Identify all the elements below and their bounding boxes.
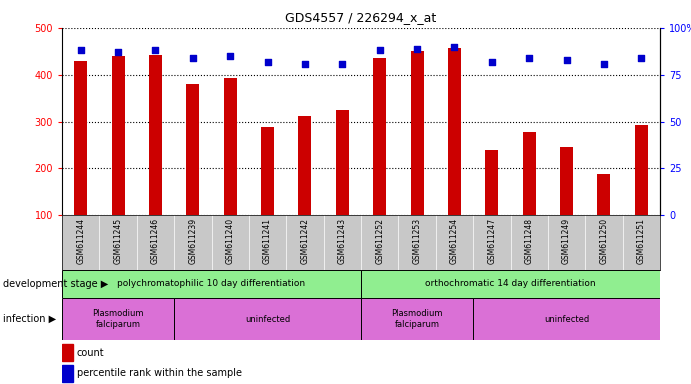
Text: GSM611242: GSM611242 [301, 218, 310, 264]
Bar [598, 174, 610, 215]
Text: uninfected: uninfected [245, 314, 290, 323]
Bar [149, 55, 162, 215]
Text: polychromatophilic 10 day differentiation: polychromatophilic 10 day differentiatio… [117, 280, 305, 288]
Text: GSM611249: GSM611249 [562, 218, 571, 264]
Bar [62, 270, 361, 298]
Bar [560, 147, 573, 215]
Text: infection ▶: infection ▶ [3, 314, 57, 324]
Text: GSM611243: GSM611243 [338, 218, 347, 264]
Point [225, 53, 236, 59]
Point [412, 45, 423, 51]
Text: orthochromatic 14 day differentiation: orthochromatic 14 day differentiation [425, 280, 596, 288]
Bar [485, 151, 498, 215]
Text: GSM611244: GSM611244 [76, 218, 85, 264]
Bar [74, 61, 87, 215]
Point [636, 55, 647, 61]
Text: GSM611245: GSM611245 [113, 218, 122, 264]
Bar [361, 270, 660, 298]
Bar [635, 125, 648, 215]
Bar [361, 298, 473, 340]
Text: Plasmodium
falciparum: Plasmodium falciparum [391, 309, 443, 329]
Text: GSM611251: GSM611251 [637, 218, 646, 264]
Text: GDS4557 / 226294_x_at: GDS4557 / 226294_x_at [285, 11, 437, 24]
Point [524, 55, 535, 61]
Text: GSM611246: GSM611246 [151, 218, 160, 264]
Bar [410, 51, 424, 215]
Bar [111, 56, 124, 215]
Text: count: count [77, 348, 104, 358]
Text: percentile rank within the sample: percentile rank within the sample [77, 368, 242, 379]
Point [449, 44, 460, 50]
Text: GSM611247: GSM611247 [487, 218, 496, 264]
Bar [174, 298, 361, 340]
Text: GSM611241: GSM611241 [263, 218, 272, 264]
Text: GSM611240: GSM611240 [226, 218, 235, 264]
Bar [224, 78, 237, 215]
Text: GSM611248: GSM611248 [524, 218, 533, 264]
Text: uninfected: uninfected [544, 314, 589, 323]
Bar [187, 84, 199, 215]
Text: GSM611253: GSM611253 [413, 218, 422, 264]
Text: GSM611250: GSM611250 [599, 218, 609, 264]
Point [561, 57, 572, 63]
Point [113, 49, 124, 55]
Bar [299, 116, 312, 215]
Text: development stage ▶: development stage ▶ [3, 279, 108, 289]
Text: GSM611254: GSM611254 [450, 218, 459, 264]
Text: Plasmodium
falciparum: Plasmodium falciparum [93, 309, 144, 329]
Point [374, 47, 385, 53]
Bar [522, 132, 536, 215]
Text: GSM611252: GSM611252 [375, 218, 384, 264]
Point [598, 60, 609, 66]
Point [150, 47, 161, 53]
Bar [261, 127, 274, 215]
Point [187, 55, 198, 61]
Point [299, 60, 310, 66]
Bar [448, 48, 461, 215]
Point [337, 60, 348, 66]
Bar [373, 58, 386, 215]
Bar [473, 298, 660, 340]
Text: GSM611239: GSM611239 [189, 218, 198, 264]
Bar [62, 365, 73, 382]
Point [262, 59, 273, 65]
Bar [62, 344, 73, 361]
Bar [336, 110, 349, 215]
Point [486, 59, 498, 65]
Bar [62, 298, 174, 340]
Point [75, 47, 86, 53]
